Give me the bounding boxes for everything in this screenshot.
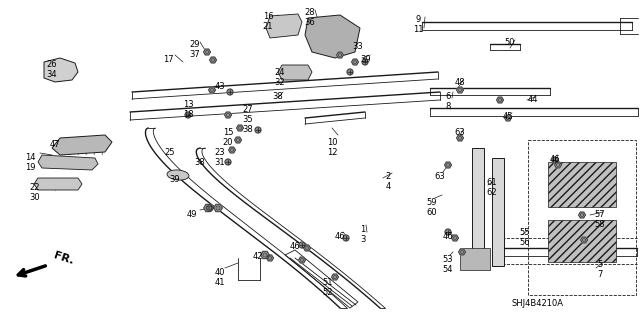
- Polygon shape: [235, 137, 241, 143]
- Polygon shape: [579, 212, 586, 218]
- Polygon shape: [237, 125, 243, 131]
- Text: 44: 44: [528, 95, 538, 104]
- Text: 28
36: 28 36: [305, 8, 316, 27]
- Polygon shape: [580, 237, 588, 243]
- Text: 38: 38: [243, 125, 253, 134]
- Bar: [472, 148, 484, 268]
- Text: FR.: FR.: [52, 250, 75, 266]
- Text: 27
35: 27 35: [243, 105, 253, 124]
- Polygon shape: [303, 245, 310, 251]
- Text: 2
4: 2 4: [385, 172, 390, 191]
- Text: 42: 42: [253, 252, 263, 261]
- Text: 50: 50: [505, 38, 515, 47]
- Polygon shape: [204, 204, 212, 212]
- Polygon shape: [38, 155, 98, 170]
- Text: 46: 46: [550, 155, 560, 164]
- Polygon shape: [34, 178, 82, 190]
- Polygon shape: [44, 58, 78, 82]
- Polygon shape: [52, 135, 112, 155]
- Bar: [460, 248, 490, 270]
- Text: 61
62: 61 62: [486, 178, 497, 197]
- Text: 51
52: 51 52: [323, 278, 333, 297]
- Circle shape: [347, 69, 353, 75]
- Text: 38: 38: [195, 158, 205, 167]
- Polygon shape: [207, 205, 213, 211]
- Text: 43: 43: [214, 82, 225, 91]
- Polygon shape: [504, 115, 511, 121]
- Circle shape: [343, 235, 349, 241]
- Text: 63: 63: [454, 128, 465, 137]
- Text: 15
20: 15 20: [223, 128, 233, 147]
- Bar: [492, 158, 504, 266]
- Bar: [548, 162, 616, 207]
- Text: 39: 39: [361, 55, 371, 64]
- Text: 46: 46: [290, 242, 300, 251]
- Text: 5
7: 5 7: [597, 260, 603, 279]
- Text: 17: 17: [163, 55, 173, 64]
- Polygon shape: [267, 255, 273, 261]
- Circle shape: [255, 127, 261, 133]
- Text: 33: 33: [353, 42, 364, 51]
- Polygon shape: [209, 87, 216, 93]
- Text: 55
56: 55 56: [520, 228, 531, 248]
- Polygon shape: [225, 112, 232, 118]
- Text: 25: 25: [164, 148, 175, 157]
- Text: 6
8: 6 8: [445, 92, 451, 111]
- Circle shape: [227, 89, 233, 95]
- Text: 45: 45: [503, 112, 513, 121]
- Text: 59
60: 59 60: [427, 198, 437, 218]
- Polygon shape: [204, 49, 211, 55]
- Polygon shape: [278, 65, 312, 80]
- Polygon shape: [305, 15, 360, 58]
- Polygon shape: [332, 274, 339, 280]
- Text: 63: 63: [435, 172, 445, 181]
- Polygon shape: [210, 57, 216, 63]
- Ellipse shape: [167, 170, 189, 180]
- Text: 10
12: 10 12: [327, 138, 337, 157]
- Text: 26
34: 26 34: [47, 60, 58, 79]
- Text: 46: 46: [335, 232, 346, 241]
- Polygon shape: [337, 52, 344, 58]
- Polygon shape: [214, 204, 222, 212]
- Text: 40
41: 40 41: [215, 268, 225, 287]
- Bar: [548, 220, 616, 262]
- Text: 49: 49: [187, 210, 197, 219]
- Polygon shape: [555, 162, 561, 168]
- Text: 46: 46: [443, 232, 453, 241]
- Circle shape: [552, 157, 558, 163]
- Polygon shape: [228, 147, 236, 153]
- Polygon shape: [351, 59, 358, 65]
- Circle shape: [185, 112, 191, 118]
- Polygon shape: [299, 257, 305, 263]
- Text: 48: 48: [454, 78, 465, 87]
- Text: 38: 38: [273, 92, 284, 101]
- Text: 53
54: 53 54: [443, 255, 453, 274]
- Text: SHJ4B4210A: SHJ4B4210A: [512, 299, 564, 308]
- Text: 24
32: 24 32: [275, 68, 285, 87]
- Polygon shape: [445, 162, 451, 168]
- Text: 14
19: 14 19: [25, 153, 35, 172]
- Text: 47: 47: [50, 140, 60, 149]
- Text: 23
31: 23 31: [214, 148, 225, 167]
- Circle shape: [225, 159, 231, 165]
- Text: 29
37: 29 37: [189, 40, 200, 59]
- Circle shape: [362, 59, 368, 65]
- Circle shape: [445, 229, 451, 235]
- Text: 13
18: 13 18: [182, 100, 193, 119]
- Polygon shape: [266, 14, 302, 38]
- Polygon shape: [260, 251, 269, 259]
- Circle shape: [299, 242, 305, 248]
- Polygon shape: [497, 97, 504, 103]
- Text: 22
30: 22 30: [29, 183, 40, 202]
- Polygon shape: [452, 235, 458, 241]
- Polygon shape: [459, 249, 465, 255]
- Text: 9
11: 9 11: [413, 15, 423, 34]
- Text: 1
3: 1 3: [360, 225, 365, 244]
- Text: 39: 39: [170, 175, 180, 184]
- Text: 16
21: 16 21: [262, 12, 273, 31]
- Text: 57
58: 57 58: [595, 210, 605, 229]
- Polygon shape: [456, 87, 463, 93]
- Polygon shape: [456, 135, 463, 141]
